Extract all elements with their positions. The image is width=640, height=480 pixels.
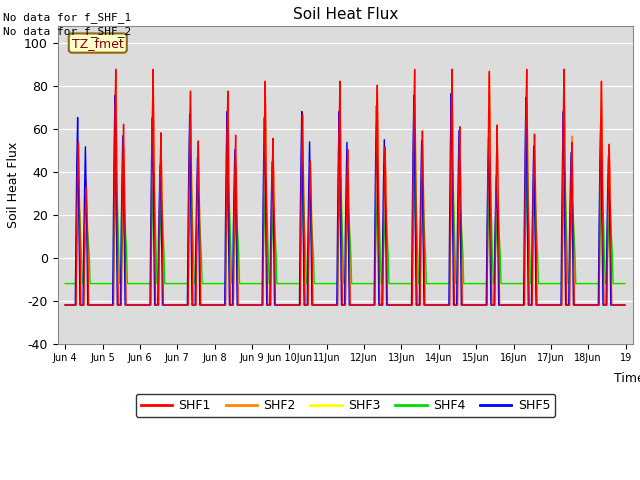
SHF1	[61, 302, 69, 308]
SHF4	[414, 252, 422, 257]
Text: No data for f_SHF_1: No data for f_SHF_1	[3, 12, 131, 23]
SHF1	[130, 302, 138, 308]
Line: SHF3: SHF3	[65, 123, 625, 284]
SHF2	[430, 302, 438, 308]
SHF4	[61, 281, 69, 287]
SHF2	[414, 302, 422, 308]
SHF2	[216, 302, 224, 308]
SHF5	[216, 302, 223, 308]
Title: Soil Heat Flux: Soil Heat Flux	[292, 7, 398, 22]
SHF2	[72, 302, 79, 308]
SHF5	[413, 302, 421, 308]
Line: SHF2: SHF2	[65, 71, 625, 305]
SHF2	[187, 90, 195, 96]
SHF3	[430, 281, 438, 287]
X-axis label: Time: Time	[614, 372, 640, 385]
Text: TZ_fmet: TZ_fmet	[72, 36, 124, 49]
SHF3	[621, 281, 628, 287]
Line: SHF1: SHF1	[65, 69, 625, 305]
SHF4	[187, 192, 195, 198]
SHF2	[112, 68, 120, 74]
SHF1	[72, 302, 79, 308]
SHF4	[430, 281, 438, 287]
Line: SHF4: SHF4	[65, 173, 625, 284]
SHF5	[186, 110, 193, 116]
SHF4	[113, 170, 120, 176]
SHF5	[447, 91, 455, 96]
SHF5	[621, 302, 628, 308]
SHF5	[129, 302, 137, 308]
SHF3	[72, 281, 79, 287]
SHF4	[621, 281, 628, 287]
SHF3	[61, 281, 69, 287]
SHF3	[130, 281, 138, 287]
Y-axis label: Soil Heat Flux: Soil Heat Flux	[7, 142, 20, 228]
SHF1	[187, 88, 195, 94]
SHF1	[112, 66, 120, 72]
SHF3	[216, 281, 224, 287]
SHF4	[72, 281, 79, 287]
Legend: SHF1, SHF2, SHF3, SHF4, SHF5: SHF1, SHF2, SHF3, SHF4, SHF5	[136, 394, 555, 417]
SHF2	[61, 302, 69, 308]
SHF1	[414, 302, 422, 308]
SHF1	[216, 302, 224, 308]
SHF3	[414, 281, 422, 287]
SHF2	[621, 302, 628, 308]
SHF3	[187, 136, 195, 142]
SHF1	[621, 302, 628, 308]
Line: SHF5: SHF5	[65, 94, 625, 305]
SHF5	[61, 302, 69, 308]
SHF5	[72, 302, 79, 308]
SHF4	[216, 281, 224, 287]
SHF4	[130, 281, 138, 287]
SHF3	[112, 120, 120, 126]
SHF1	[430, 302, 438, 308]
Text: No data for f_SHF_2: No data for f_SHF_2	[3, 26, 131, 37]
SHF2	[130, 302, 138, 308]
SHF5	[429, 302, 437, 308]
